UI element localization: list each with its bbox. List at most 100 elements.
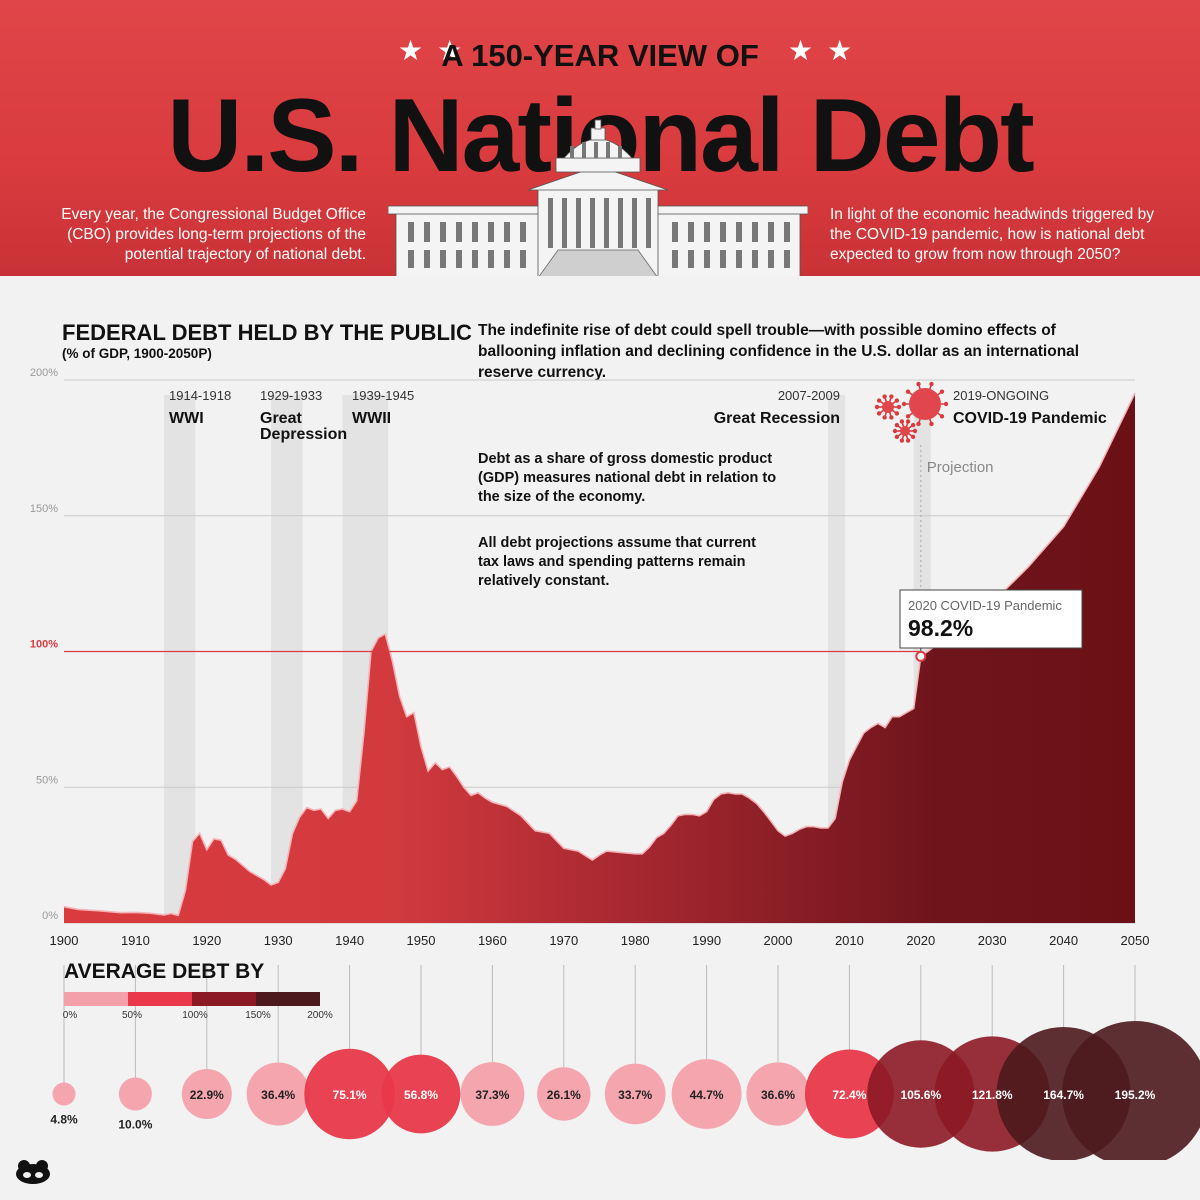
bubble-1940 xyxy=(304,1048,395,1140)
virus-spike-tip xyxy=(905,419,911,424)
event-years: 2019-ONGOING xyxy=(953,388,1049,403)
intro-text-left: Every year, the Congressional Budget Off… xyxy=(61,206,366,263)
bubble-label: 4.8% xyxy=(50,1112,78,1126)
bubble-2010 xyxy=(804,1049,894,1139)
y-tick-label: 50% xyxy=(36,774,58,786)
virus-spike-tip xyxy=(882,394,887,399)
bubble-2000 xyxy=(746,1062,810,1126)
x-tick-label: 1990 xyxy=(692,933,721,948)
virus-spike-tip xyxy=(892,428,898,434)
virus-spike-tip xyxy=(874,404,880,410)
bubble-label: 33.7% xyxy=(618,1088,652,1102)
legend-label: 0% xyxy=(62,1010,78,1021)
event-years: 1939-1945 xyxy=(352,388,414,403)
bubble-label: 37.3% xyxy=(475,1088,509,1102)
event-name: Great xyxy=(260,410,302,427)
virus-spike-tip xyxy=(882,415,887,420)
virus-spike-tip xyxy=(939,414,945,419)
callout-label: 2020 COVID-19 Pandemic xyxy=(908,598,1062,613)
virus-spike-tip xyxy=(894,434,900,440)
bubble-1990 xyxy=(671,1059,742,1129)
bubble-1960 xyxy=(460,1062,525,1126)
virus-spike-tip xyxy=(899,438,905,443)
color-scale-legend xyxy=(64,992,320,1006)
chart-subtitle: (% of GDP, 1900-2050P) xyxy=(62,346,212,361)
chart-title: FEDERAL DEBT HELD BY THE PUBLIC xyxy=(62,320,472,345)
x-tick-label: 2050 xyxy=(1121,933,1150,948)
event-years: 1929-1933 xyxy=(260,388,322,403)
virus-spike-tip xyxy=(889,415,894,420)
intro-text-right: In light of the economic headwinds trigg… xyxy=(830,206,1154,263)
event-band xyxy=(163,395,196,923)
x-tick-label: 1930 xyxy=(264,933,293,948)
virus-spike-tip xyxy=(901,401,907,407)
virus-spike-tip xyxy=(912,428,918,434)
virus-icon xyxy=(892,419,918,443)
virus-spike-tip xyxy=(910,434,916,440)
event-years: 2007-2009 xyxy=(778,388,840,403)
x-tick-label: 1980 xyxy=(621,933,650,948)
projection-label: Projection xyxy=(927,459,994,476)
legend-label: 50% xyxy=(121,1010,143,1021)
x-tick-label: 1960 xyxy=(478,933,507,948)
bubble-1950 xyxy=(381,1054,461,1134)
bubble-1970 xyxy=(537,1067,591,1121)
x-tick-label: 2010 xyxy=(835,933,864,948)
x-tick-label: 2040 xyxy=(1049,933,1078,948)
virus-spike-tip xyxy=(896,404,902,410)
virus-spike-tip xyxy=(905,438,911,443)
virus-body xyxy=(900,426,910,436)
bubble-label: 121.8% xyxy=(972,1088,1013,1102)
publisher-logo-icon xyxy=(16,1160,50,1184)
callout-box xyxy=(899,589,1083,649)
virus-body xyxy=(909,388,941,420)
event-years: 1914-1918 xyxy=(169,388,231,403)
bubble-label: 22.9% xyxy=(190,1088,224,1102)
bubble-label: 36.6% xyxy=(761,1088,795,1102)
y-tick-label: 100% xyxy=(30,639,58,651)
header-banner: ★★ ★★ A 150-YEAR VIEW OF U.S. National D… xyxy=(0,0,1200,276)
virus-spike-tip xyxy=(876,398,882,403)
legend-segment-50-100 xyxy=(128,992,192,1006)
virus-spike-tip xyxy=(916,381,921,387)
x-tick-label: 1910 xyxy=(121,933,150,948)
virus-spike-tip xyxy=(939,389,945,394)
bubble-2050 xyxy=(1062,1021,1200,1160)
y-tick-label: 200% xyxy=(30,367,58,379)
bubble-1910 xyxy=(118,1077,152,1111)
bubble-1900 xyxy=(52,1082,76,1106)
bubble-1920 xyxy=(181,1068,232,1120)
bubble-1930 xyxy=(246,1062,310,1126)
bubble-label: 195.2% xyxy=(1115,1088,1156,1102)
virus-spike-tip xyxy=(929,421,934,427)
virus-spike-tip xyxy=(905,389,911,394)
bubble-label: 44.7% xyxy=(690,1088,724,1102)
legend-segment-0-50 xyxy=(64,992,128,1006)
legend-segment-100-150 xyxy=(192,992,256,1006)
note-assumptions: All debt projections assume that current… xyxy=(478,535,756,589)
virus-spike-tip xyxy=(943,401,949,407)
event-name: COVID-19 Pandemic xyxy=(953,410,1107,427)
x-tick-label: 2020 xyxy=(906,933,935,948)
virus-spike-tip xyxy=(929,381,934,387)
event-name: Depression xyxy=(260,426,347,443)
debt-line xyxy=(63,392,1136,917)
event-name: Great Recession xyxy=(714,410,840,427)
virus-spike-tip xyxy=(894,411,900,416)
y-tick-label: 0% xyxy=(42,910,58,922)
virus-spike-tip xyxy=(910,422,916,428)
virus-spike-tip xyxy=(894,422,900,428)
stars-left: ★★ xyxy=(398,35,477,66)
callout-value: 98.2% xyxy=(908,615,973,641)
bubble-label: 72.4% xyxy=(832,1088,866,1102)
virus-spike-tip xyxy=(876,411,882,416)
x-tick-label: 2030 xyxy=(978,933,1007,948)
bubble-label: 36.4% xyxy=(261,1088,295,1102)
bubble-label: 75.1% xyxy=(333,1088,367,1102)
legend-label: 100% xyxy=(182,1010,208,1021)
debt-area-chart: 0% 50% 100% 150% 200% 1900 1910 1920 1930 1940 19… xyxy=(30,367,1200,1160)
y-tick-label: 150% xyxy=(30,503,58,515)
event-name: WWII xyxy=(352,410,391,427)
headline-note: The indefinite rise of debt could spell … xyxy=(478,322,1080,381)
virus-spike-tip xyxy=(905,414,911,419)
